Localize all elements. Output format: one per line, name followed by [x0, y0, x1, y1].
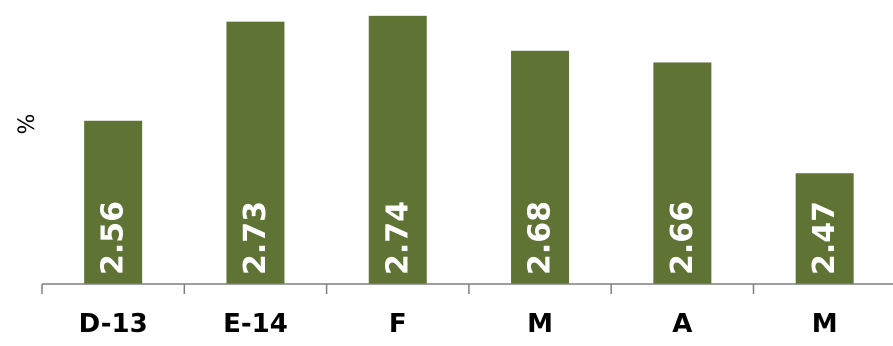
x-tick-label: M [812, 309, 838, 339]
data-label: 2.74 [380, 201, 415, 275]
x-tick-label: E-14 [223, 309, 288, 339]
x-axis-tick-labels: D-13 E-14 F M A M [79, 309, 838, 339]
x-tick-label: M [527, 309, 553, 339]
bar [653, 62, 712, 285]
data-label: 2.66 [665, 201, 700, 275]
bar [511, 50, 570, 285]
data-label: 2.47 [807, 201, 842, 275]
y-axis-label: % [15, 114, 40, 135]
bar [84, 120, 143, 284]
x-axis-ticks [41, 284, 755, 294]
x-tick-label: D-13 [79, 309, 148, 339]
data-label: 2.73 [238, 201, 273, 275]
data-labels-group: 2.56 2.73 2.74 2.68 2.66 2.47 [96, 201, 843, 275]
bars-group [84, 15, 854, 285]
data-label: 2.68 [523, 201, 558, 275]
bar [226, 21, 285, 284]
data-label: 2.56 [96, 201, 131, 275]
bar [368, 15, 427, 285]
x-tick-label: A [672, 309, 692, 339]
x-tick-label: F [389, 309, 407, 339]
bar [795, 173, 854, 284]
x-axis: D-13 E-14 F M A M [41, 283, 893, 339]
